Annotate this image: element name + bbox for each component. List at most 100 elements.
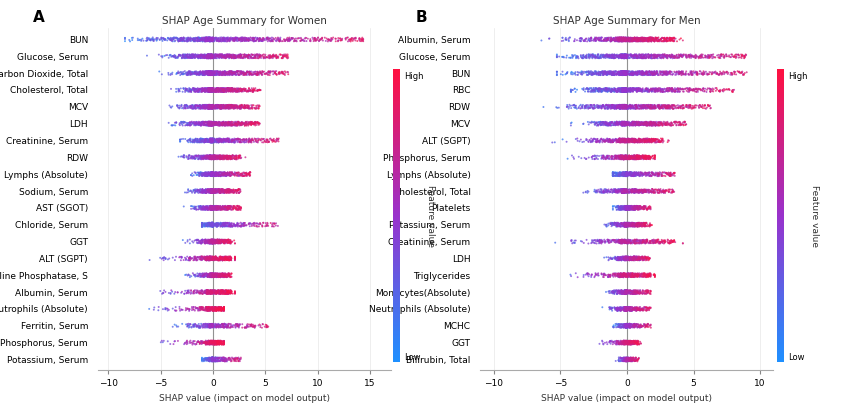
Point: [202, 323, 216, 330]
Point: [611, 203, 625, 210]
Point: [205, 323, 218, 330]
Point: [201, 104, 214, 111]
Point: [189, 188, 202, 194]
Point: [219, 256, 233, 262]
Point: [207, 274, 221, 280]
Point: [659, 53, 672, 59]
Point: [195, 120, 208, 126]
Point: [231, 322, 245, 329]
Point: [629, 357, 643, 364]
Point: [202, 68, 216, 74]
Point: [638, 223, 652, 229]
Point: [200, 306, 213, 313]
Point: [203, 118, 217, 125]
Point: [193, 35, 207, 42]
Point: [214, 239, 228, 245]
Point: [222, 270, 235, 277]
Point: [160, 305, 173, 312]
Point: [739, 51, 752, 58]
Point: [225, 137, 239, 144]
Point: [620, 119, 633, 125]
Point: [217, 339, 230, 345]
Point: [200, 289, 213, 295]
Point: [605, 155, 619, 161]
Point: [212, 306, 226, 313]
Point: [615, 138, 628, 145]
Point: [215, 154, 229, 160]
Point: [652, 170, 666, 177]
Point: [637, 273, 650, 280]
Point: [638, 51, 652, 58]
Point: [174, 153, 188, 160]
Point: [212, 304, 226, 311]
Point: [565, 87, 579, 93]
Point: [213, 120, 227, 127]
Point: [585, 72, 598, 78]
Point: [197, 153, 211, 159]
Point: [201, 308, 214, 314]
Point: [589, 71, 603, 78]
Point: [206, 120, 219, 127]
Point: [204, 105, 218, 112]
Point: [227, 221, 241, 228]
Point: [194, 205, 207, 212]
Point: [615, 189, 628, 195]
Point: [655, 70, 669, 76]
Point: [621, 357, 635, 363]
Point: [638, 105, 651, 111]
Point: [634, 70, 648, 77]
Point: [207, 54, 220, 60]
Point: [611, 254, 625, 260]
Point: [638, 152, 651, 159]
Point: [643, 204, 657, 210]
Point: [269, 37, 282, 44]
Point: [618, 87, 632, 94]
Point: [627, 203, 641, 210]
Point: [618, 341, 632, 348]
Point: [249, 53, 263, 59]
Point: [619, 173, 632, 179]
Point: [615, 271, 629, 277]
Point: [620, 187, 634, 193]
Point: [217, 255, 230, 261]
Point: [621, 188, 635, 195]
Point: [204, 54, 218, 61]
Point: [615, 153, 629, 160]
Point: [585, 85, 598, 92]
Point: [643, 272, 656, 279]
Point: [221, 155, 235, 161]
Point: [222, 53, 235, 59]
Point: [237, 136, 251, 143]
Point: [631, 36, 644, 43]
Point: [202, 322, 216, 328]
Point: [600, 37, 614, 44]
Point: [643, 105, 656, 112]
Point: [216, 239, 230, 245]
Point: [630, 223, 643, 230]
Point: [204, 304, 218, 311]
Point: [634, 155, 648, 161]
Point: [202, 54, 216, 60]
Point: [585, 102, 598, 108]
Point: [638, 203, 651, 209]
Point: [234, 136, 247, 143]
Point: [709, 70, 722, 77]
Point: [204, 188, 218, 195]
Point: [618, 219, 632, 226]
Point: [203, 70, 217, 77]
Point: [227, 70, 241, 77]
Point: [206, 223, 219, 229]
Point: [204, 52, 218, 58]
Point: [652, 105, 666, 112]
Point: [615, 290, 629, 297]
Point: [626, 358, 639, 364]
Point: [611, 274, 625, 280]
Point: [645, 37, 659, 43]
Point: [202, 105, 216, 112]
Point: [201, 222, 214, 228]
Point: [634, 52, 648, 59]
Point: [205, 305, 218, 311]
Point: [204, 189, 218, 195]
Point: [210, 137, 224, 143]
Point: [199, 204, 212, 210]
